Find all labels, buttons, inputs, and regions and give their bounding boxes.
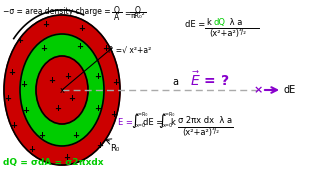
Text: dE: dE	[284, 85, 296, 95]
Text: x: x	[60, 86, 65, 94]
Text: R₀: R₀	[110, 144, 119, 153]
Text: +: +	[65, 71, 71, 80]
Text: +: +	[49, 75, 55, 84]
Text: +: +	[97, 141, 103, 150]
Text: dE =: dE =	[143, 118, 163, 127]
Text: ∫: ∫	[131, 114, 138, 128]
Text: ³/₂: ³/₂	[239, 28, 247, 35]
Text: +: +	[54, 103, 61, 112]
Text: x=0: x=0	[136, 123, 146, 128]
Text: ∫: ∫	[158, 114, 165, 128]
Text: +: +	[4, 93, 12, 102]
Text: +: +	[28, 145, 36, 154]
Text: +: +	[38, 132, 45, 141]
Text: +: +	[63, 154, 70, 163]
Text: E =: E =	[118, 118, 133, 127]
Text: +: +	[76, 42, 84, 51]
Text: +: +	[102, 44, 109, 53]
Text: +: +	[22, 105, 29, 114]
Text: $\vec{E}$ = ?: $\vec{E}$ = ?	[190, 70, 229, 89]
Text: λ a: λ a	[227, 18, 242, 27]
Text: R =√ x²+a²: R =√ x²+a²	[108, 46, 151, 55]
Text: (x²+a²): (x²+a²)	[209, 29, 239, 38]
Text: +: +	[110, 109, 117, 118]
Text: (x²+a²): (x²+a²)	[182, 128, 212, 137]
Text: Q: Q	[135, 6, 141, 15]
Text: x=R₀: x=R₀	[136, 112, 148, 117]
Text: ³/₂: ³/₂	[212, 127, 220, 134]
Text: +: +	[11, 122, 18, 130]
Text: k: k	[170, 118, 175, 127]
Text: dQ: dQ	[214, 18, 226, 27]
Text: dQ = σdA = σ2πxdx: dQ = σdA = σ2πxdx	[3, 158, 103, 167]
Text: +: +	[113, 78, 119, 87]
Text: =: =	[124, 9, 130, 18]
Text: +: +	[78, 24, 85, 33]
Text: ×: ×	[253, 85, 263, 95]
Text: +: +	[68, 93, 76, 102]
Text: +: +	[43, 19, 50, 28]
Text: +: +	[17, 35, 23, 44]
Text: +: +	[41, 44, 47, 53]
Text: +: +	[9, 68, 15, 76]
Ellipse shape	[36, 56, 88, 124]
Text: +: +	[73, 132, 79, 141]
Ellipse shape	[20, 34, 104, 146]
Text: πR₀²: πR₀²	[131, 13, 145, 19]
Text: −σ = area density charge =: −σ = area density charge =	[3, 7, 111, 16]
Ellipse shape	[4, 15, 120, 165]
Text: σ 2πx dx  λ a: σ 2πx dx λ a	[178, 116, 232, 125]
Text: Q: Q	[114, 6, 120, 15]
Text: x=0: x=0	[163, 123, 173, 128]
Text: x=R₀: x=R₀	[163, 112, 175, 117]
Text: +: +	[94, 103, 101, 112]
Text: a: a	[172, 77, 178, 87]
Text: dE =: dE =	[185, 20, 205, 29]
Text: k: k	[207, 18, 214, 27]
Text: +: +	[20, 80, 28, 89]
Text: +: +	[94, 71, 101, 80]
Text: A: A	[114, 13, 120, 22]
